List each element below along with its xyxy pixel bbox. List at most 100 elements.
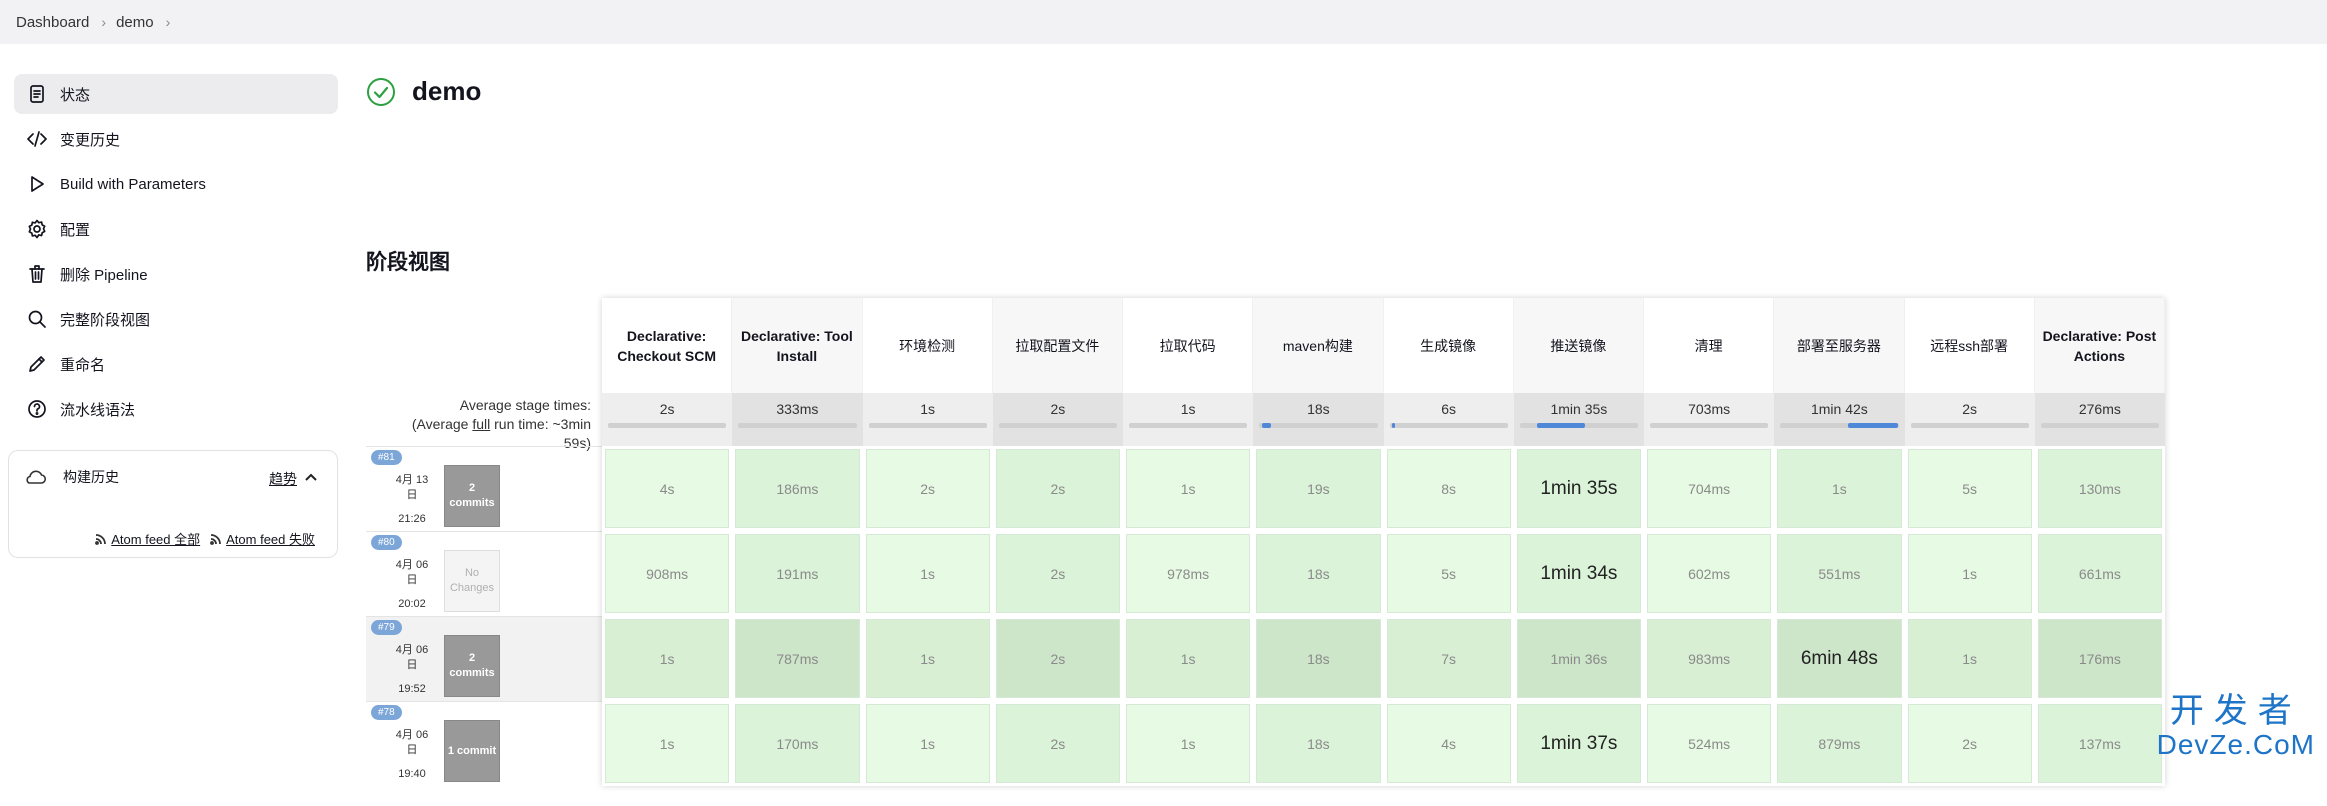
- stage-duration: 1s: [1777, 449, 1902, 528]
- sidebar-item-changes[interactable]: 变更历史: [14, 119, 338, 159]
- stage-cell[interactable]: 1s: [1123, 446, 1253, 531]
- stage-cell[interactable]: 661ms: [2035, 531, 2165, 616]
- stage-duration: 1min 34s: [1516, 534, 1641, 613]
- stage-cell[interactable]: 191ms: [732, 531, 862, 616]
- atom-feed-failed-link[interactable]: Atom feed 失败: [210, 529, 315, 548]
- breadcrumb-dashboard[interactable]: Dashboard: [16, 13, 90, 31]
- stage-cell[interactable]: 18s: [1253, 701, 1383, 786]
- build-changes-box[interactable]: No Changes: [444, 550, 500, 612]
- stage-cell[interactable]: 787ms: [732, 616, 862, 701]
- stage-duration: 1s: [1907, 534, 2032, 613]
- build-history-panel: 构建历史 趋势 Atom feed 全部 Atom feed 失败: [8, 450, 338, 558]
- stage-cell[interactable]: 1min 37s: [1514, 701, 1644, 786]
- stage-duration: 137ms: [2037, 704, 2162, 783]
- build-number-badge[interactable]: #81: [371, 450, 402, 465]
- build-changes-label: 2 commits: [449, 482, 495, 509]
- stage-cell[interactable]: 1s: [1905, 531, 2035, 616]
- stage-average: 6s: [1383, 393, 1514, 446]
- stage-average-value: 1s: [920, 401, 936, 417]
- sidebar-item-delete-pipeline[interactable]: 删除 Pipeline: [14, 254, 338, 294]
- avg-label-line2-pre: (Average: [411, 416, 473, 432]
- stage-cell[interactable]: 176ms: [2035, 616, 2165, 701]
- stage-cell[interactable]: 879ms: [1774, 701, 1904, 786]
- trash-icon: [26, 263, 48, 285]
- sidebar: 状态 变更历史 Build with Parameters 配置 删除 Pipe…: [14, 74, 338, 434]
- sidebar-item-pipeline-syntax[interactable]: 流水线语法: [14, 389, 338, 429]
- build-time: 19:52: [398, 683, 426, 695]
- stage-cell[interactable]: 137ms: [2035, 701, 2165, 786]
- build-number-badge[interactable]: #78: [371, 705, 402, 720]
- stage-cell[interactable]: 551ms: [1774, 531, 1904, 616]
- build-changes-box[interactable]: 2 commits: [444, 635, 500, 697]
- build-number-badge[interactable]: #80: [371, 535, 402, 550]
- build-row[interactable]: #79 4月 06 日 19:52 2 commits: [366, 616, 602, 701]
- stage-cell[interactable]: 2s: [993, 446, 1123, 531]
- stage-cell[interactable]: 18s: [1253, 531, 1383, 616]
- avg-full-link[interactable]: full: [472, 416, 491, 432]
- stage-cell[interactable]: 4s: [602, 446, 732, 531]
- breadcrumb-demo[interactable]: demo: [116, 13, 154, 31]
- trend-link[interactable]: 趋势: [269, 471, 297, 487]
- stage-cell[interactable]: 2s: [1905, 701, 2035, 786]
- stage-cell[interactable]: 4s: [1384, 701, 1514, 786]
- stage-average: 1s: [1123, 393, 1254, 446]
- stage-cell[interactable]: 1s: [863, 531, 993, 616]
- build-changes-box[interactable]: 2 commits: [444, 465, 500, 527]
- stage-cell[interactable]: 1s: [863, 616, 993, 701]
- stage-cell[interactable]: 19s: [1253, 446, 1383, 531]
- stage-average: 1min 42s: [1774, 393, 1905, 446]
- stage-cell[interactable]: 1s: [1123, 616, 1253, 701]
- sidebar-item-label: Build with Parameters: [60, 175, 206, 193]
- stage-cell[interactable]: 602ms: [1644, 531, 1774, 616]
- atom-feed-all-link[interactable]: Atom feed 全部: [95, 529, 200, 548]
- sidebar-item-configure[interactable]: 配置: [14, 209, 338, 249]
- stage-cell[interactable]: 2s: [993, 531, 1123, 616]
- stage-cell[interactable]: 1s: [1123, 701, 1253, 786]
- stage-cell[interactable]: 6min 48s: [1774, 616, 1904, 701]
- stage-header: 拉取配置文件: [992, 298, 1123, 393]
- stage-cell[interactable]: 2s: [993, 616, 1123, 701]
- stage-average-bar: [1129, 423, 1248, 428]
- stage-cell[interactable]: 983ms: [1644, 616, 1774, 701]
- stage-cell[interactable]: 8s: [1384, 446, 1514, 531]
- stage-cell[interactable]: 704ms: [1644, 446, 1774, 531]
- stage-cell[interactable]: 170ms: [732, 701, 862, 786]
- build-row[interactable]: #81 4月 13 日 21:26 2 commits: [366, 446, 602, 531]
- build-changes-box[interactable]: 1 commit: [444, 720, 500, 782]
- stage-cell[interactable]: 1s: [1905, 616, 2035, 701]
- build-row[interactable]: #80 4月 06 日 20:02 No Changes: [366, 531, 602, 616]
- stage-duration: 2s: [1907, 704, 2032, 783]
- stage-cell[interactable]: 1s: [602, 701, 732, 786]
- stage-cell[interactable]: 2s: [993, 701, 1123, 786]
- stage-cell[interactable]: 908ms: [602, 531, 732, 616]
- stage-cell[interactable]: 1s: [602, 616, 732, 701]
- build-row[interactable]: #78 4月 06 日 19:40 1 commit: [366, 701, 602, 786]
- stage-cell[interactable]: 524ms: [1644, 701, 1774, 786]
- stage-cell[interactable]: 978ms: [1123, 531, 1253, 616]
- stage-duration: 2s: [995, 704, 1120, 783]
- stage-duration: 191ms: [735, 534, 860, 613]
- stage-cell[interactable]: 2s: [863, 446, 993, 531]
- sidebar-item-status[interactable]: 状态: [14, 74, 338, 114]
- stage-cell[interactable]: 1s: [1774, 446, 1904, 531]
- stage-cell[interactable]: 5s: [1905, 446, 2035, 531]
- search-icon: [26, 308, 48, 330]
- stage-cell[interactable]: 1min 34s: [1514, 531, 1644, 616]
- stage-cell[interactable]: 1min 36s: [1514, 616, 1644, 701]
- build-number-badge[interactable]: #79: [371, 620, 402, 635]
- chevron-up-icon[interactable]: [303, 469, 319, 485]
- sidebar-item-full-stage-view[interactable]: 完整阶段视图: [14, 299, 338, 339]
- stage-cell[interactable]: 186ms: [732, 446, 862, 531]
- stage-header: 拉取代码: [1123, 298, 1254, 393]
- sidebar-item-build-with-parameters[interactable]: Build with Parameters: [14, 164, 338, 204]
- stage-cell[interactable]: 1min 35s: [1514, 446, 1644, 531]
- stage-cell[interactable]: 130ms: [2035, 446, 2165, 531]
- sidebar-item-rename[interactable]: 重命名: [14, 344, 338, 384]
- stage-duration: 1s: [1126, 449, 1251, 528]
- stage-cell[interactable]: 7s: [1384, 616, 1514, 701]
- page-title: demo: [412, 76, 482, 106]
- stage-cell[interactable]: 5s: [1384, 531, 1514, 616]
- stage-cell[interactable]: 18s: [1253, 616, 1383, 701]
- chevron-right-icon[interactable]: ›: [165, 14, 171, 30]
- stage-cell[interactable]: 1s: [863, 701, 993, 786]
